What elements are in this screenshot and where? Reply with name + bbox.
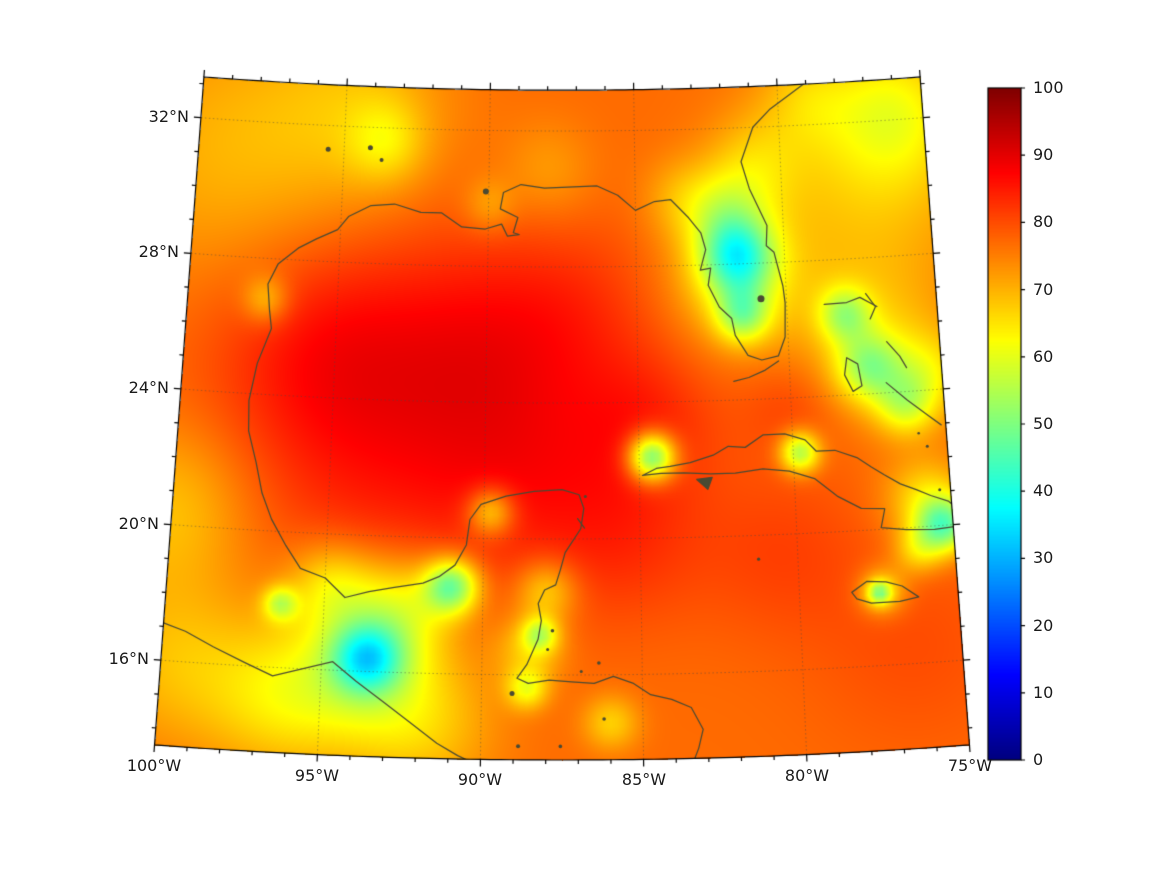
map-canvas	[0, 0, 1167, 875]
figure: 100°W 95°W 90°W 85°W 80°W 75°W 32°N 28°N 24°N 20°…	[0, 0, 1167, 875]
